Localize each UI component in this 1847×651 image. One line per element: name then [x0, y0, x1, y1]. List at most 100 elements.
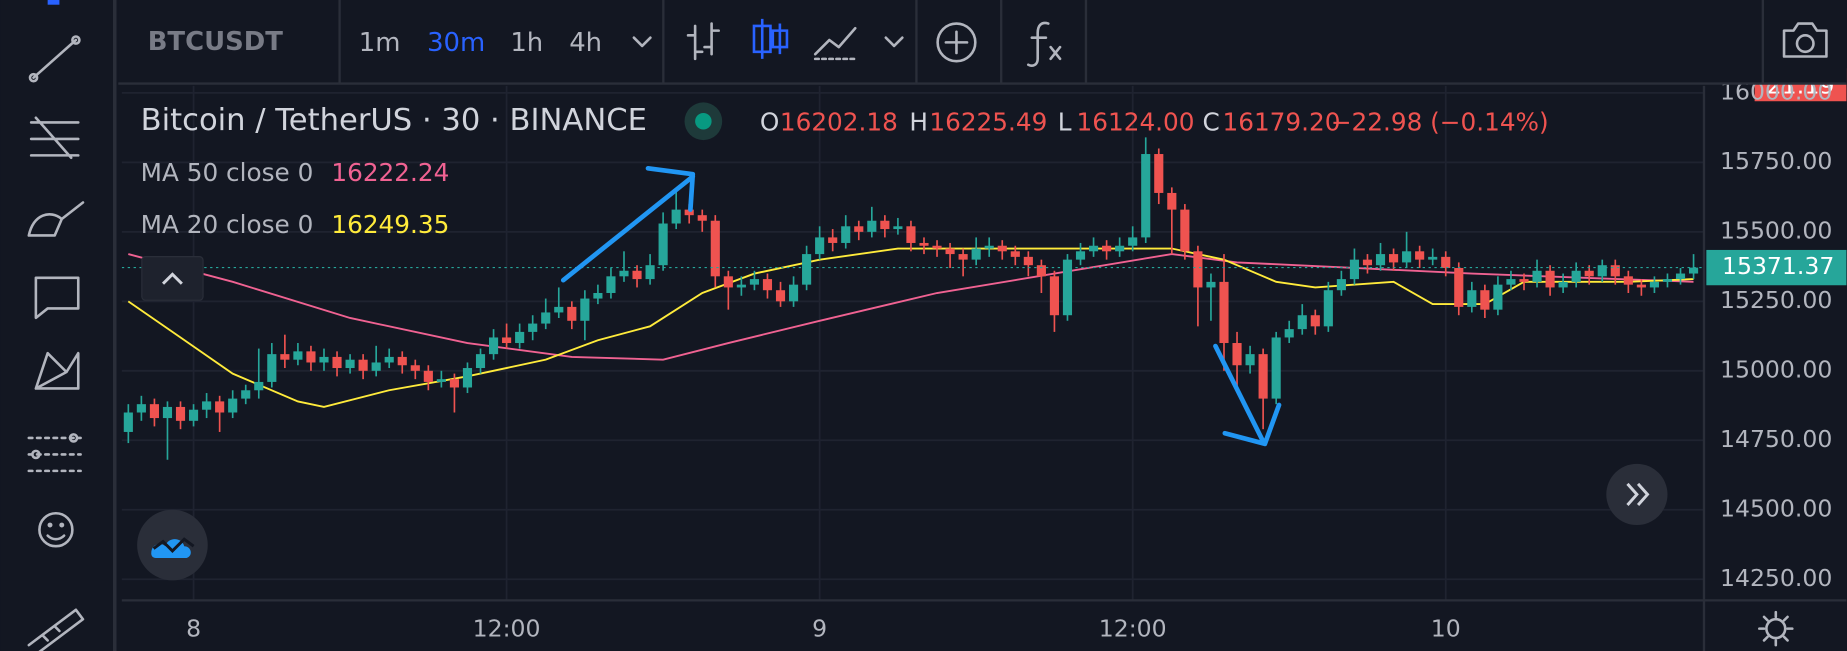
ohlc-values: O 16202.18 H 16225.49 L 16124.00 C 16179.20 — [760, 108, 1341, 137]
area-icon[interactable] — [813, 26, 857, 61]
candle-body — [1049, 276, 1059, 316]
candle — [762, 273, 773, 299]
candle-body — [1141, 154, 1151, 238]
candle-body — [215, 401, 225, 413]
candle — [1062, 254, 1073, 321]
candle-body — [632, 270, 642, 280]
fx-icon[interactable] — [1026, 21, 1062, 67]
candle — [215, 395, 225, 432]
candle — [1454, 262, 1464, 316]
candle-body — [1610, 265, 1620, 277]
chevron[interactable] — [632, 36, 652, 48]
chevron[interactable] — [884, 36, 904, 48]
candle-body — [149, 404, 159, 419]
candle-body — [997, 245, 1007, 252]
text-tool[interactable] — [34, 276, 80, 320]
fib-tool[interactable] — [29, 116, 80, 160]
candle-body — [1219, 281, 1229, 344]
candle — [1154, 148, 1164, 205]
candle — [658, 212, 668, 271]
candle-body — [775, 290, 786, 302]
logo[interactable] — [137, 509, 208, 581]
candle-body — [1584, 270, 1594, 277]
y-tick-label: 15750.00 — [1720, 147, 1832, 175]
candle-body — [267, 354, 277, 382]
candle — [1245, 345, 1255, 374]
candle-body — [710, 220, 720, 277]
ohlc-value: 16124.00 — [1077, 108, 1195, 137]
ohlc-label: O — [760, 108, 779, 137]
candle — [906, 220, 916, 252]
candle — [345, 354, 355, 374]
price-axis: 14250.00 14500.00 14750.00 15000.00 15250.00… — [121, 77, 1847, 651]
candle — [1428, 248, 1438, 266]
candle — [606, 267, 616, 299]
candle-body — [462, 368, 473, 388]
candle — [1075, 242, 1086, 266]
candle-body — [567, 306, 577, 321]
candle-body — [932, 245, 942, 249]
candle — [423, 365, 433, 391]
candle — [306, 345, 316, 371]
candle — [1662, 273, 1673, 288]
candle — [997, 240, 1007, 260]
candle-body — [1271, 337, 1281, 399]
candle-body — [1388, 254, 1399, 263]
scroll-button[interactable] — [1606, 463, 1668, 526]
add-indicator-icon[interactable] — [936, 22, 977, 63]
candle — [788, 276, 799, 307]
x-tick-label: 8 — [186, 614, 201, 642]
candle — [893, 217, 903, 235]
candle-body — [1375, 254, 1386, 266]
prediction-tool[interactable] — [27, 433, 82, 473]
camera-icon[interactable] — [1782, 22, 1828, 58]
candle — [319, 348, 329, 371]
candle-body — [658, 223, 668, 266]
icon-tool[interactable] — [38, 511, 74, 548]
candle — [1036, 259, 1046, 293]
candle-body — [1232, 343, 1242, 366]
candle-body — [554, 306, 564, 313]
interval-button[interactable]: 4h — [569, 28, 602, 58]
candle-body — [1128, 237, 1138, 246]
candle-body — [1532, 270, 1542, 282]
ohlc-label: C — [1203, 108, 1220, 137]
interval-group: 1m 30m 1h 4h — [359, 28, 602, 58]
brush-tool[interactable] — [27, 201, 85, 237]
candle-body — [162, 406, 173, 419]
candle-icon[interactable] — [752, 18, 789, 59]
candle-body — [684, 209, 694, 216]
ohlc-value: 16179.20 — [1223, 108, 1341, 137]
bar-icon[interactable] — [686, 22, 720, 61]
interval-button[interactable]: 1h — [510, 28, 543, 58]
collapse-button[interactable] — [141, 256, 204, 301]
trend-line-tool[interactable] — [28, 35, 81, 83]
legend: Bitcoin / TetherUS · 30 · BINANCE O 16202… — [141, 102, 1549, 301]
candle — [593, 284, 603, 305]
candle-body — [1571, 270, 1581, 282]
x-tick-label: 10 — [1431, 614, 1461, 642]
candle — [580, 290, 590, 341]
measure-tool[interactable] — [27, 608, 85, 651]
candle-body — [541, 312, 551, 324]
candle-body — [841, 226, 851, 243]
candle — [554, 287, 564, 319]
plot-area — [121, 85, 1704, 601]
candle-body — [828, 237, 838, 243]
candle — [1088, 237, 1099, 257]
candle-body — [1088, 245, 1099, 252]
candle — [1362, 254, 1373, 274]
candle-body — [1297, 315, 1307, 330]
moving-average-line — [127, 247, 1694, 408]
candle — [1688, 254, 1699, 280]
settings-icon[interactable] — [1758, 610, 1794, 647]
candle-body — [1428, 256, 1438, 260]
pattern-tool[interactable] — [34, 351, 80, 390]
y-tick-label: 15500.00 — [1720, 216, 1832, 244]
interval-button[interactable]: 30m — [427, 28, 485, 58]
candle-body — [1480, 290, 1490, 310]
interval-button[interactable]: 1m — [359, 28, 401, 58]
symbol[interactable]: BTCUSDT — [148, 27, 283, 57]
y-tick-label: 14500.00 — [1720, 494, 1832, 522]
candle — [775, 281, 786, 307]
